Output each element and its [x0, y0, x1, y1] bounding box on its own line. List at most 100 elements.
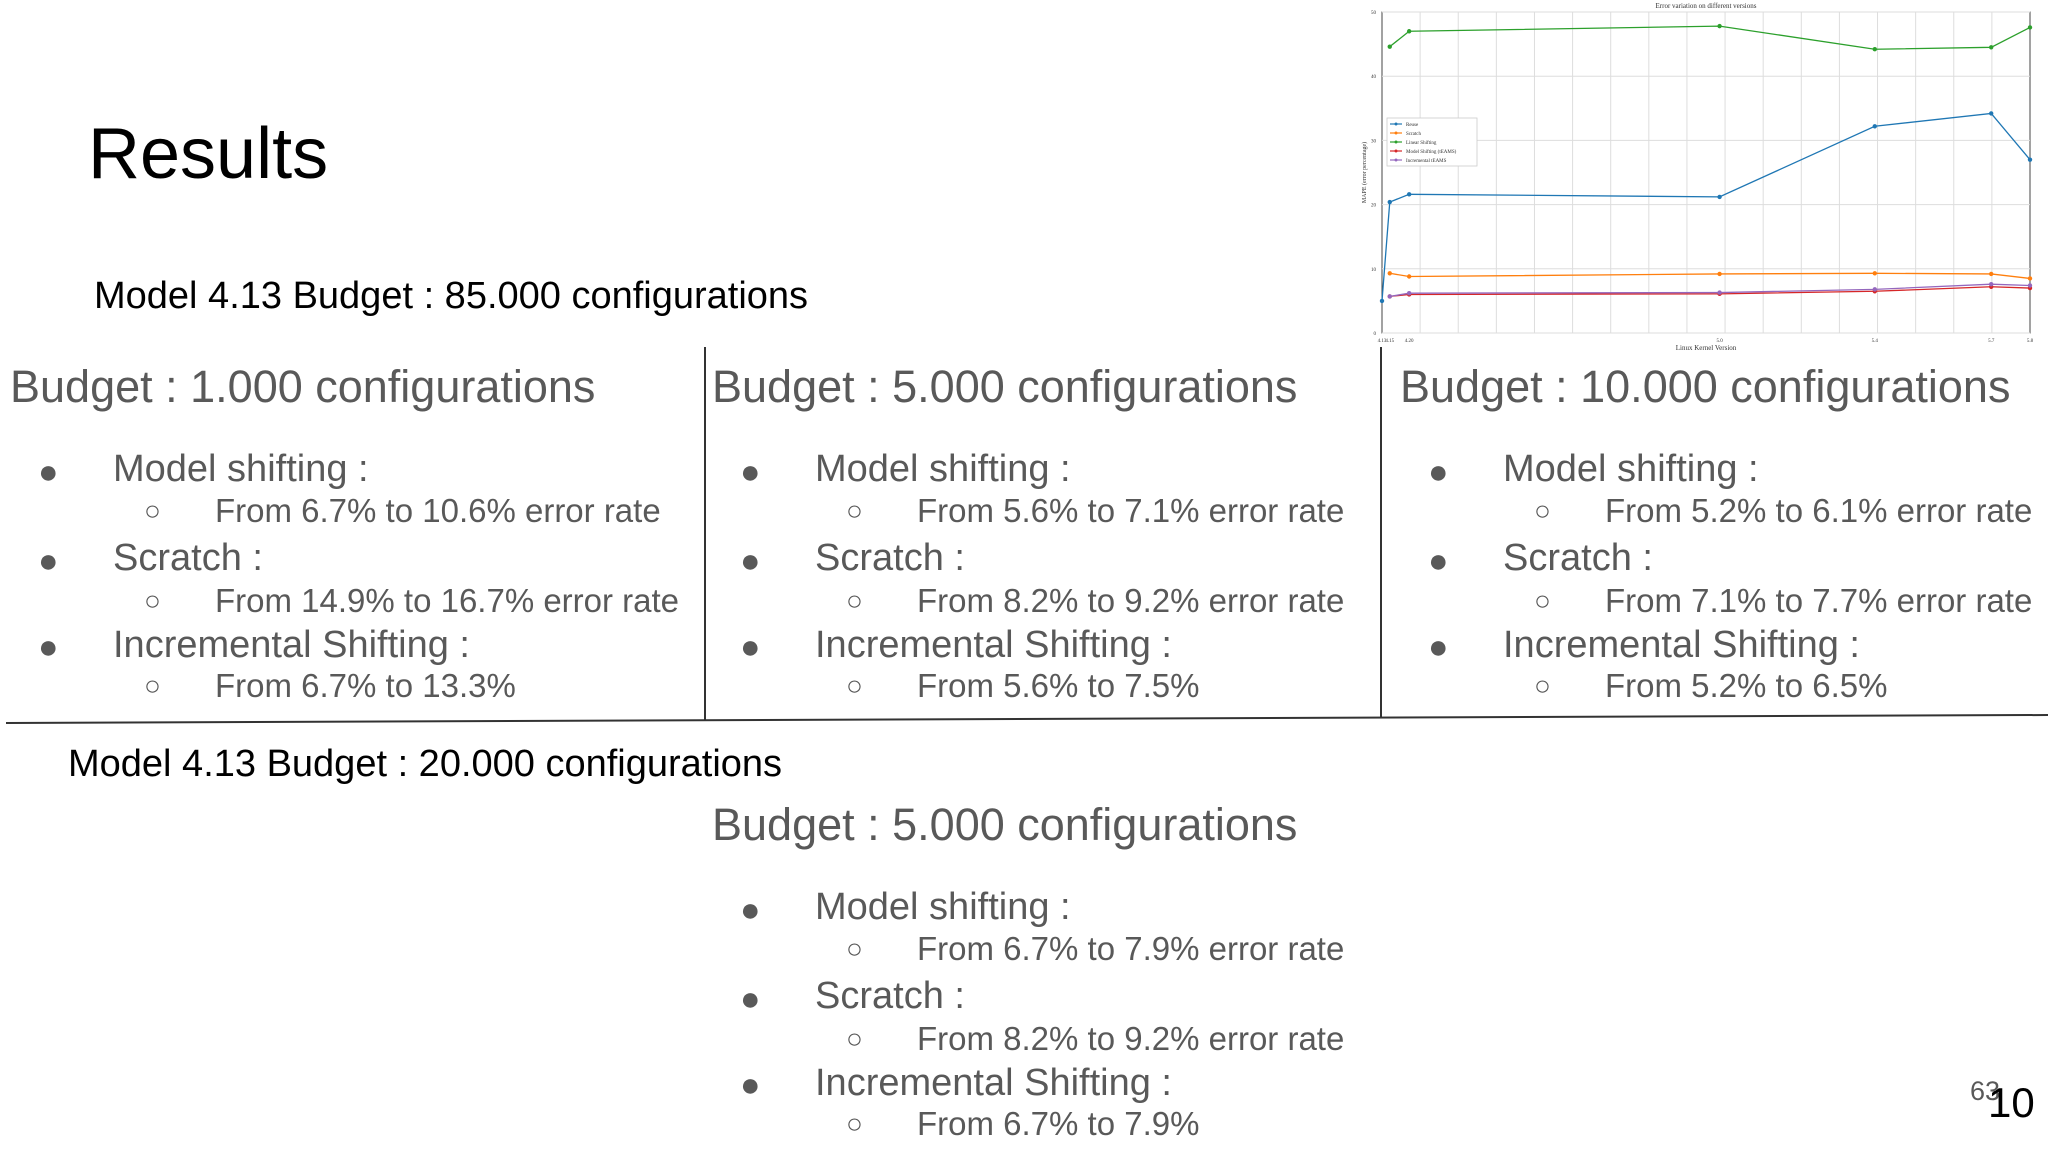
column-1-bullet-3: ●	[38, 628, 59, 666]
data-point	[1717, 23, 1722, 29]
bottom-item-2-label: Scratch :	[815, 975, 965, 1017]
chart-title: Error variation on different versions	[1656, 2, 1757, 10]
bottom-subbullet-3: ○	[846, 1108, 863, 1139]
column-2-item-2-label: Scratch :	[815, 537, 965, 579]
column-3-bullet-2: ●	[1428, 542, 1449, 580]
data-point	[1717, 271, 1722, 277]
column-2-item-2-detail: From 8.2% to 9.2% error rate	[917, 582, 1345, 619]
page-number-front: 10	[1988, 1079, 2035, 1126]
data-point	[1717, 194, 1722, 200]
column-3-item-3-label: Incremental Shifting :	[1503, 624, 1860, 666]
series-line	[1389, 25, 2031, 50]
bottom-subbullet-1: ○	[846, 933, 863, 964]
column-2-item-1-detail: From 5.6% to 7.1% error rate	[917, 492, 1345, 529]
data-point	[1988, 111, 1994, 116]
column-2-item-3-detail: From 5.6% to 7.5%	[917, 667, 1200, 704]
legend-label: Model Shifting (tEAMS)	[1406, 150, 1457, 155]
series-line	[1389, 272, 2031, 280]
y-tick-label: 30	[1371, 139, 1377, 144]
column-1-bullet-2: ●	[38, 542, 59, 580]
x-axis-label: Linux Kernel Version	[1676, 344, 1737, 352]
data-point	[1988, 282, 1994, 287]
column-2-subbullet-3: ○	[846, 670, 863, 701]
model-top-label: Model 4.13 Budget : 85.000 configuration…	[94, 275, 809, 317]
data-point	[2027, 276, 2033, 281]
column-2-item-1-label: Model shifting :	[815, 448, 1071, 490]
legend-marker	[1394, 122, 1398, 126]
column-1-subbullet-2: ○	[144, 585, 161, 616]
bottom-subbullet-2: ○	[846, 1023, 863, 1054]
data-point	[1406, 274, 1412, 279]
column-2-bullet-1: ●	[740, 453, 761, 491]
legend-marker	[1394, 149, 1398, 153]
legend-marker	[1394, 158, 1398, 162]
data-point	[1387, 44, 1392, 49]
column-1-bullet-1: ●	[38, 453, 59, 491]
data-point	[1872, 124, 1877, 129]
data-point	[2027, 157, 2033, 162]
bottom-item-3-label: Incremental Shifting :	[815, 1062, 1172, 1104]
page-number-back: 63	[1970, 1076, 2001, 1106]
column-2-bullet-2: ●	[740, 542, 761, 580]
column-3-heading: Budget : 10.000 configurations	[1400, 361, 2011, 412]
x-tick-label: 4.13	[1378, 339, 1387, 344]
x-tick-label: 4.20	[1405, 339, 1414, 344]
column-3-subbullet-3: ○	[1534, 670, 1551, 701]
data-point	[2027, 25, 2033, 30]
y-tick-label: 0	[1374, 332, 1377, 337]
column-2-item-3-label: Incremental Shifting :	[815, 624, 1172, 666]
column-divider-2	[1380, 347, 1382, 717]
column-3-bullet-1: ●	[1428, 453, 1449, 491]
data-point	[1406, 192, 1412, 197]
bottom-item-1-label: Model shifting :	[815, 886, 1071, 928]
data-point	[1988, 271, 1994, 277]
data-point	[1406, 290, 1412, 296]
data-point	[1406, 29, 1412, 34]
legend-marker	[1394, 131, 1398, 135]
y-axis-label: MAPE (error percentage)	[1361, 142, 1368, 203]
x-tick-label: 5.8	[2027, 339, 2034, 344]
column-3-item-3-detail: From 5.2% to 6.5%	[1605, 667, 1888, 704]
y-tick-label: 10	[1371, 268, 1377, 273]
column-divider-1	[704, 347, 706, 721]
legend-label: Reuse	[1406, 123, 1419, 128]
data-point	[1387, 199, 1392, 205]
column-1-subbullet-3: ○	[144, 670, 161, 701]
data-point	[2027, 283, 2033, 288]
data-point	[1872, 287, 1877, 292]
plot-area	[1381, 11, 2031, 334]
data-point	[1872, 47, 1877, 52]
data-point	[1387, 294, 1392, 299]
data-point	[1387, 271, 1392, 276]
data-point	[1988, 45, 1994, 50]
legend-label: Linear Shifting	[1406, 141, 1437, 146]
column-3-item-2-detail: From 7.1% to 7.7% error rate	[1605, 582, 2033, 619]
column-1-item-2-detail: From 14.9% to 16.7% error rate	[215, 582, 680, 619]
x-tick-label: 4.15	[1385, 339, 1394, 344]
x-tick-label: 5.0	[1716, 339, 1723, 344]
column-2-subbullet-1: ○	[846, 495, 863, 526]
y-tick-label: 50	[1371, 11, 1377, 16]
column-1-item-3-detail: From 6.7% to 13.3%	[215, 667, 516, 704]
legend-label: Incremental tEAMS	[1406, 159, 1447, 164]
column-1-heading: Budget : 1.000 configurations	[10, 361, 596, 412]
column-1-item-1-detail: From 6.7% to 10.6% error rate	[215, 492, 661, 529]
column-1-item-3-label: Incremental Shifting :	[113, 624, 470, 666]
column-3-bullet-3: ●	[1428, 628, 1449, 666]
bottom-item-1-detail: From 6.7% to 7.9% error rate	[917, 930, 1345, 967]
column-1-item-1-label: Model shifting :	[113, 448, 369, 490]
x-tick-label: 5.4	[1872, 339, 1879, 344]
y-tick-label: 40	[1371, 75, 1377, 80]
x-tick-label: 5.7	[1988, 339, 1995, 344]
y-tick-label: 20	[1371, 204, 1377, 209]
column-2-subbullet-2: ○	[846, 585, 863, 616]
column-3-item-1-detail: From 5.2% to 6.1% error rate	[1605, 492, 2033, 529]
bottom-bullet-3: ●	[740, 1066, 761, 1104]
model-bottom-label: Model 4.13 Budget : 20.000 configuration…	[68, 743, 783, 785]
bottom-heading: Budget : 5.000 configurations	[712, 799, 1298, 850]
legend-marker	[1394, 140, 1398, 144]
column-2-bullet-3: ●	[740, 628, 761, 666]
slide-title: Results	[88, 114, 329, 194]
legend-label: Scratch	[1406, 132, 1421, 137]
horizontal-divider	[5, 714, 2048, 724]
